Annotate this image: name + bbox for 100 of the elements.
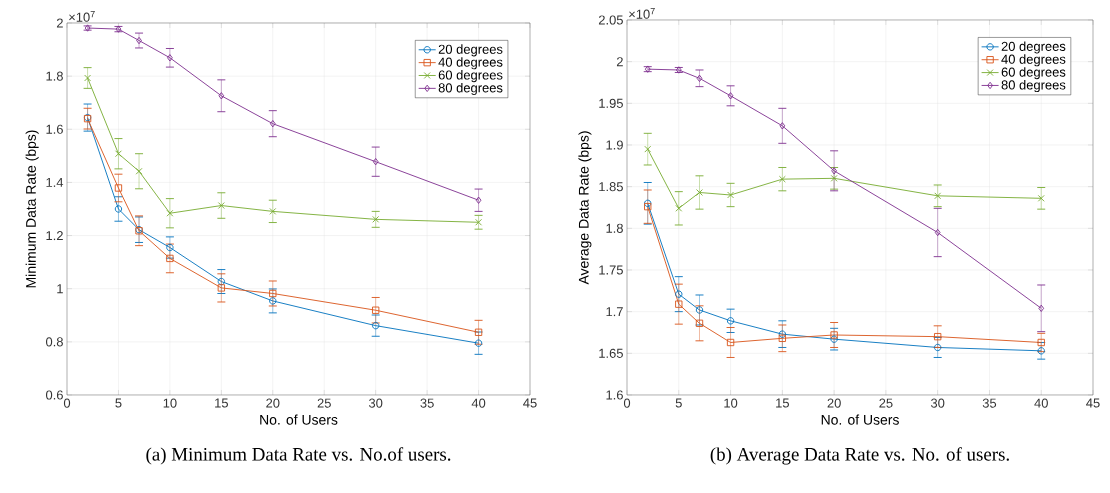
point xyxy=(218,92,225,100)
y-tick-label: 1.7 xyxy=(606,307,623,317)
y-tick-label: 1.2 xyxy=(46,231,63,241)
legend-label: 40 degrees xyxy=(1001,54,1066,67)
point xyxy=(166,209,174,217)
legend-label: 80 degrees xyxy=(438,82,503,95)
x-tick-label: 15 xyxy=(215,398,228,408)
y-tick-label: 1.85 xyxy=(599,182,623,192)
point xyxy=(372,158,379,166)
point xyxy=(726,338,735,347)
point xyxy=(675,300,683,308)
point xyxy=(778,175,786,183)
text: ×10$^{7}$ xyxy=(69,11,95,22)
x-tick-label: 40 xyxy=(1034,398,1048,408)
point xyxy=(372,306,380,314)
point xyxy=(269,297,277,305)
point xyxy=(727,191,734,199)
x-tick-label: 25 xyxy=(317,398,331,408)
y-tick-label: 1.95 xyxy=(599,98,623,108)
point xyxy=(114,184,123,192)
x-tick-label: 35 xyxy=(420,398,434,408)
y-tick-label: 1.4 xyxy=(46,177,64,187)
x-tick-label: 20 xyxy=(266,398,280,408)
y-axis-title: Minimum Data Rate (bps) xyxy=(25,130,39,288)
x-tick-label: 45 xyxy=(1086,398,1100,408)
legend-label: 60 degrees xyxy=(1001,67,1066,80)
point xyxy=(695,306,704,314)
x-tick-label: 10 xyxy=(163,398,177,408)
point xyxy=(934,228,941,237)
point xyxy=(269,289,277,298)
point xyxy=(269,120,276,128)
point xyxy=(217,202,225,209)
legend-label: 20 degrees xyxy=(1001,41,1066,54)
point xyxy=(695,319,704,327)
y-tick-label: 1 xyxy=(57,284,63,294)
y-tick-label: 1.75 xyxy=(599,265,623,275)
point xyxy=(114,205,123,213)
point xyxy=(779,122,786,130)
point xyxy=(1038,304,1045,312)
point xyxy=(166,243,174,252)
text: (b) Average Data Rate vs. No. of users. xyxy=(710,447,1009,465)
point xyxy=(831,167,837,175)
y-tick-label: 1.6 xyxy=(606,390,623,400)
point xyxy=(475,196,482,204)
x-tick-label: 20 xyxy=(827,398,841,408)
point xyxy=(644,203,652,211)
y-tick-label: 1.9 xyxy=(606,140,623,150)
point xyxy=(1037,194,1045,202)
x-axis-title: No. of Users xyxy=(821,414,899,425)
point xyxy=(372,215,380,223)
x-tick-label: 10 xyxy=(724,398,738,408)
point xyxy=(934,333,942,341)
point xyxy=(726,317,735,325)
point xyxy=(135,167,143,175)
y-tick-label: 1.8 xyxy=(606,223,623,233)
x-tick-label: 0 xyxy=(63,398,71,408)
point xyxy=(727,92,734,100)
y-tick-label: 1.8 xyxy=(46,71,63,81)
y-axis-title: Average Data Rate (bps) xyxy=(578,131,592,285)
point xyxy=(644,199,652,207)
x-tick-label: 30 xyxy=(368,398,383,408)
point xyxy=(675,204,683,212)
text: ×10$^{7}$ xyxy=(629,8,655,19)
point xyxy=(830,174,838,182)
x-tick-label: 25 xyxy=(879,398,893,408)
point xyxy=(1037,338,1045,347)
point xyxy=(934,192,942,200)
x-tick-label: 35 xyxy=(982,398,997,408)
point xyxy=(778,330,786,338)
point xyxy=(372,321,380,330)
x-tick-label: 0 xyxy=(623,398,631,408)
y-tick-label: 0.8 xyxy=(45,337,63,347)
point xyxy=(167,54,173,62)
point xyxy=(934,343,942,352)
legend-label: 40 degrees xyxy=(438,57,503,70)
x-tick-label: 40 xyxy=(471,398,486,408)
y-tick-label: 0.6 xyxy=(45,390,63,400)
y-tick-label: 1.65 xyxy=(599,348,623,358)
text: (a) Minimum Data Rate vs. No.of users. xyxy=(146,447,451,465)
x-tick-label: 45 xyxy=(523,398,537,408)
point xyxy=(696,74,703,82)
point xyxy=(675,290,683,298)
x-tick-label: 5 xyxy=(115,398,122,408)
point xyxy=(217,277,225,286)
point xyxy=(115,150,122,158)
x-tick-label: 5 xyxy=(675,398,682,408)
x-axis-title: No. of Users xyxy=(260,414,338,425)
y-tick-label: 2 xyxy=(616,57,623,67)
legend-label: 20 degrees xyxy=(438,44,503,57)
x-tick-label: 15 xyxy=(776,398,789,408)
y-tick-label: 1.6 xyxy=(46,124,63,134)
point xyxy=(166,254,174,263)
legend-label: 60 degrees xyxy=(438,70,503,83)
point xyxy=(269,207,277,215)
point xyxy=(778,334,786,342)
point xyxy=(474,339,483,347)
point xyxy=(644,145,652,153)
legend-label: 80 degrees xyxy=(1001,80,1066,93)
y-tick-label: 2.05 xyxy=(598,15,623,25)
x-tick-label: 30 xyxy=(930,398,945,408)
